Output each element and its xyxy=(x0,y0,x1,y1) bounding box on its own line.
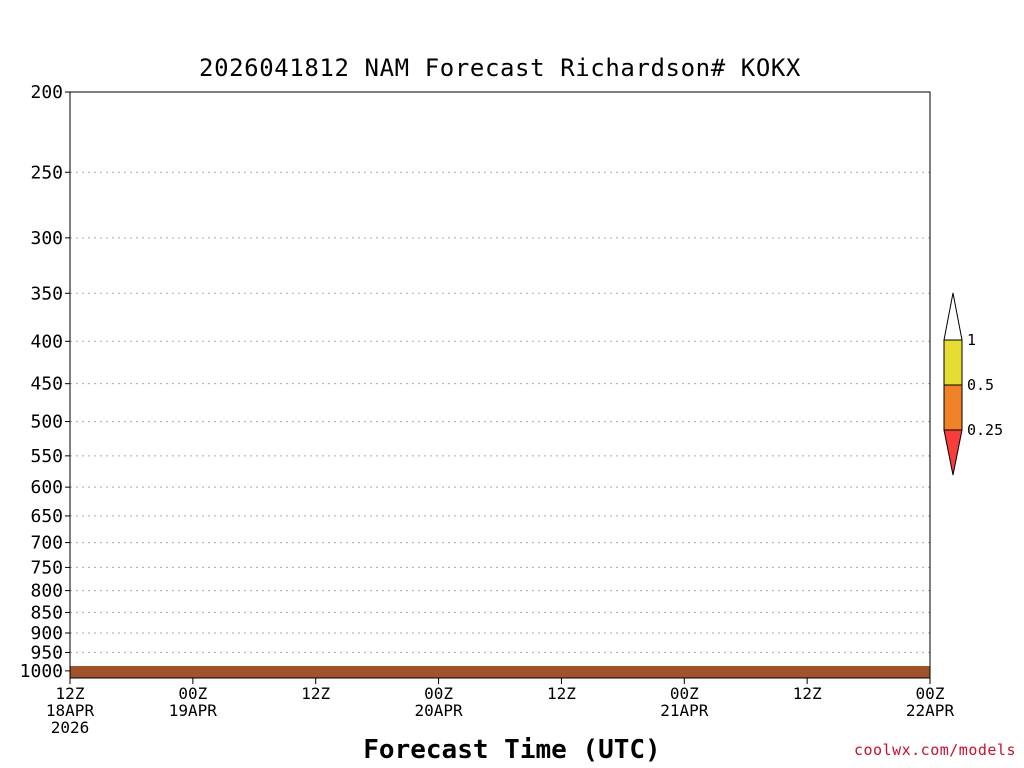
legend-level-label: 0.25 xyxy=(967,421,1003,439)
x-tick-label: 00Z xyxy=(424,684,453,703)
x-axis-title: Forecast Time (UTC) xyxy=(363,735,660,765)
y-tick-label: 800 xyxy=(30,581,63,602)
chart-title: 2026041812 NAM Forecast Richardson# KOKX xyxy=(199,54,801,82)
legend-bin-upper xyxy=(943,292,963,341)
y-tick-label: 750 xyxy=(30,557,63,578)
ground-surface xyxy=(70,666,930,678)
y-tick-label: 650 xyxy=(30,506,63,527)
legend-level-label: 1 xyxy=(967,331,976,349)
y-tick-label: 950 xyxy=(30,642,63,663)
x-tick-label: 00Z xyxy=(916,684,945,703)
legend-bin-lower xyxy=(943,429,963,476)
x-tick-label: 00Z xyxy=(178,684,207,703)
y-tick-label: 900 xyxy=(30,623,63,644)
plot-background xyxy=(70,92,930,678)
x-tick-label: 12Z xyxy=(56,684,85,703)
legend-bin-orange xyxy=(943,384,963,431)
y-tick-label: 600 xyxy=(30,477,63,498)
y-tick-label: 350 xyxy=(30,283,63,304)
y-tick-label: 500 xyxy=(30,412,63,433)
legend: 1 0.5 0.25 xyxy=(943,292,1003,476)
x-tick-label: 19APR xyxy=(169,701,218,720)
y-tick-label: 700 xyxy=(30,533,63,554)
x-tick-label: 12Z xyxy=(547,684,576,703)
y-tick-label: 1000 xyxy=(20,661,63,682)
y-tick-label: 250 xyxy=(30,162,63,183)
y-tick-label: 550 xyxy=(30,446,63,467)
y-tick-label: 450 xyxy=(30,374,63,395)
y-tick-label: 300 xyxy=(30,228,63,249)
x-tick-label: 22APR xyxy=(906,701,955,720)
y-axis: 200 250 300 350 400 450 500 550 600 650 700 750 8008… xyxy=(20,82,70,682)
plot-area xyxy=(69,91,931,679)
x-tick-label: 00Z xyxy=(670,684,699,703)
plot-frame xyxy=(69,91,931,679)
x-tick-label: 20APR xyxy=(414,701,463,720)
x-tick-label: 18APR xyxy=(46,701,95,720)
y-tick-label: 850 xyxy=(30,602,63,623)
y-tick-label: 400 xyxy=(30,331,63,352)
x-tick-label: 12Z xyxy=(793,684,822,703)
x-tick-label: 12Z xyxy=(301,684,330,703)
legend-bin-yellow xyxy=(943,339,963,386)
x-tick-label: 2026 xyxy=(51,718,90,737)
x-tick-label: 21APR xyxy=(660,701,709,720)
credit-text[interactable]: coolwx.com/models xyxy=(853,741,1016,759)
y-tick-label: 200 xyxy=(30,82,63,103)
legend-level-label: 0.5 xyxy=(967,376,994,394)
